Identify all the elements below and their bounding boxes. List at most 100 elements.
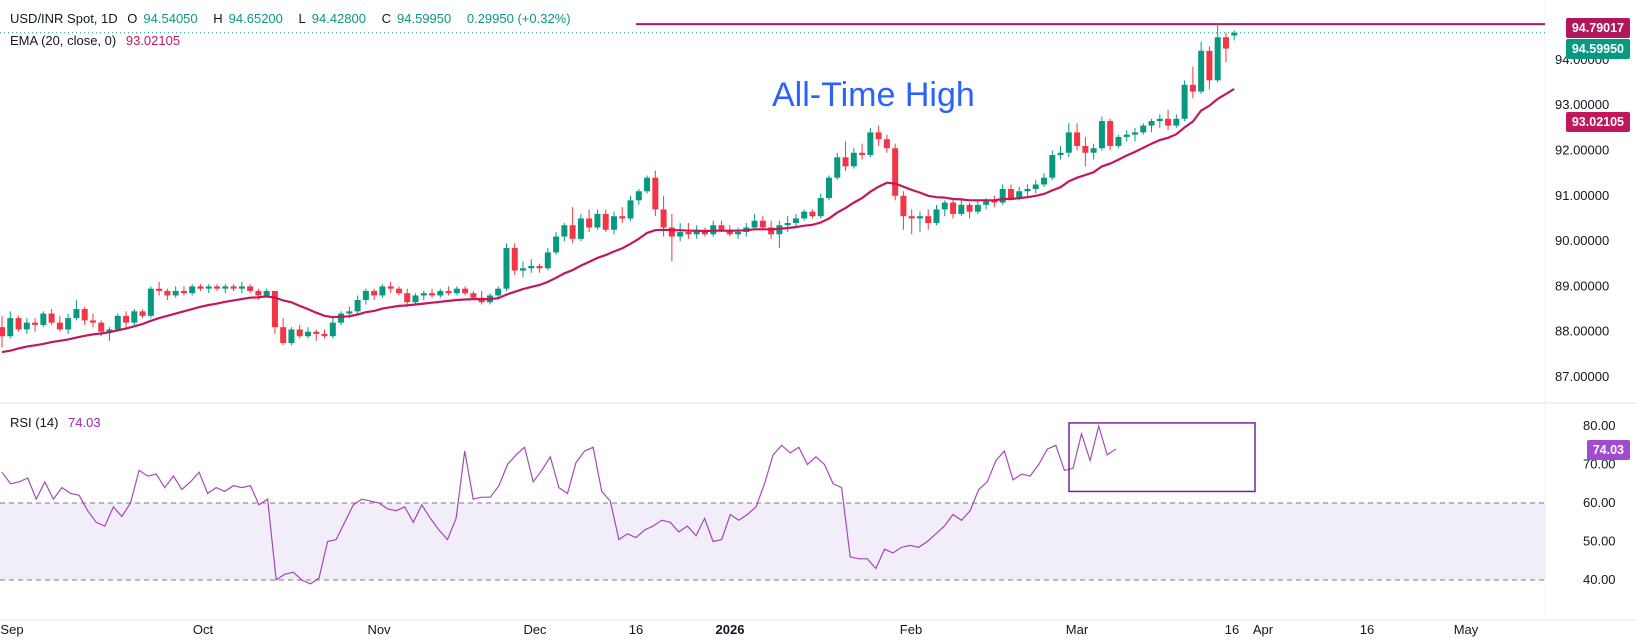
candle-body: [288, 329, 295, 344]
ema-legend[interactable]: EMA (20, close, 0) 93.02105: [10, 33, 186, 48]
candle-body: [1198, 50, 1205, 92]
candle: [602, 209, 609, 233]
candle-body: [7, 318, 14, 337]
candle-body: [0, 327, 5, 337]
candle-body: [1181, 84, 1188, 119]
candle-body: [371, 290, 378, 296]
candle-body: [983, 200, 990, 205]
candle: [594, 209, 601, 230]
rsi-line: [1, 423, 1117, 585]
candle-body: [908, 216, 915, 219]
candle-body: [577, 218, 584, 239]
candle-body: [420, 293, 427, 296]
time-tick-label: Sep: [0, 622, 23, 637]
candle-body: [354, 299, 361, 312]
candle-body: [809, 211, 816, 217]
candle-body: [131, 311, 138, 323]
candle: [668, 213, 675, 262]
candle: [842, 141, 849, 171]
candle: [809, 209, 816, 219]
candle-body: [511, 247, 518, 271]
candle: [1156, 114, 1163, 128]
candle-body: [48, 313, 55, 323]
candle: [230, 284, 237, 291]
candle-body: [1032, 184, 1039, 190]
candle: [1024, 184, 1031, 196]
candle: [180, 286, 187, 296]
candle: [296, 324, 303, 339]
candle-body: [900, 195, 907, 217]
candle-body: [850, 152, 857, 167]
time-tick-label: 16: [629, 622, 643, 637]
price-tick-label: 90.00000: [1555, 233, 1609, 248]
price-tick-label: 87.00000: [1555, 369, 1609, 384]
candle: [15, 315, 22, 332]
candle-body: [412, 295, 419, 303]
candle-body: [520, 268, 527, 271]
candle: [114, 313, 121, 332]
candle: [371, 288, 378, 300]
candle-body: [189, 286, 196, 294]
candle: [32, 318, 39, 332]
candle: [445, 286, 452, 296]
candle-body: [280, 327, 287, 344]
candle: [222, 284, 229, 294]
rsi-highlight-box: [1068, 422, 1256, 493]
candle-body: [751, 220, 758, 228]
candle: [1065, 123, 1072, 158]
candle-body: [1140, 125, 1147, 133]
candle-body: [313, 331, 320, 334]
candle-body: [660, 209, 667, 228]
candle-body: [139, 311, 146, 316]
candle: [1074, 123, 1081, 151]
candle: [693, 225, 700, 239]
candle: [197, 284, 204, 291]
candle: [313, 329, 320, 341]
candle-body: [668, 227, 675, 237]
candle-body: [73, 309, 80, 319]
candle: [1198, 41, 1205, 94]
symbol-label[interactable]: USD/INR Spot, 1D: [10, 11, 118, 26]
candle-body: [759, 220, 766, 228]
candle: [139, 309, 146, 319]
candle-body: [950, 202, 957, 214]
ema-price-badge: 93.02105: [1565, 112, 1630, 132]
candle: [429, 288, 436, 298]
candle-body: [156, 288, 163, 291]
candle-body: [610, 216, 617, 230]
candle: [1032, 179, 1039, 194]
candle-body: [1115, 136, 1122, 146]
candle-body: [1007, 189, 1014, 199]
candle-body: [379, 286, 386, 296]
candle: [652, 170, 659, 217]
candle: [147, 286, 154, 319]
price-tick-label: 89.00000: [1555, 278, 1609, 293]
candle-body: [247, 286, 254, 291]
candle: [73, 299, 80, 321]
candle-body: [586, 218, 593, 228]
candle: [999, 184, 1006, 205]
price-tick-label: 91.00000: [1555, 188, 1609, 203]
candle: [850, 148, 857, 169]
open-value: O 94.54050: [127, 11, 198, 26]
candle-body: [230, 286, 237, 289]
candle-body: [892, 148, 899, 196]
rsi-legend[interactable]: RSI (14) 74.03: [10, 415, 107, 430]
candle-body: [925, 216, 932, 223]
candle: [759, 216, 766, 230]
candle-body: [1148, 121, 1155, 126]
time-tick-label: 2026: [716, 622, 745, 637]
candle-body: [23, 322, 30, 330]
candle-body: [916, 216, 923, 219]
change-value: 0.29950 (+0.32%): [466, 11, 571, 26]
ohlc-legend: USD/INR Spot, 1D O 94.54050 H 94.65200 L 94…: [10, 11, 577, 26]
candle-body: [1165, 118, 1172, 126]
candle: [172, 286, 179, 298]
candle-body: [1222, 37, 1229, 49]
candle-body: [263, 290, 270, 296]
candle-body: [974, 204, 981, 212]
candle: [1148, 118, 1155, 133]
candle: [1115, 134, 1122, 149]
candle: [735, 227, 742, 239]
